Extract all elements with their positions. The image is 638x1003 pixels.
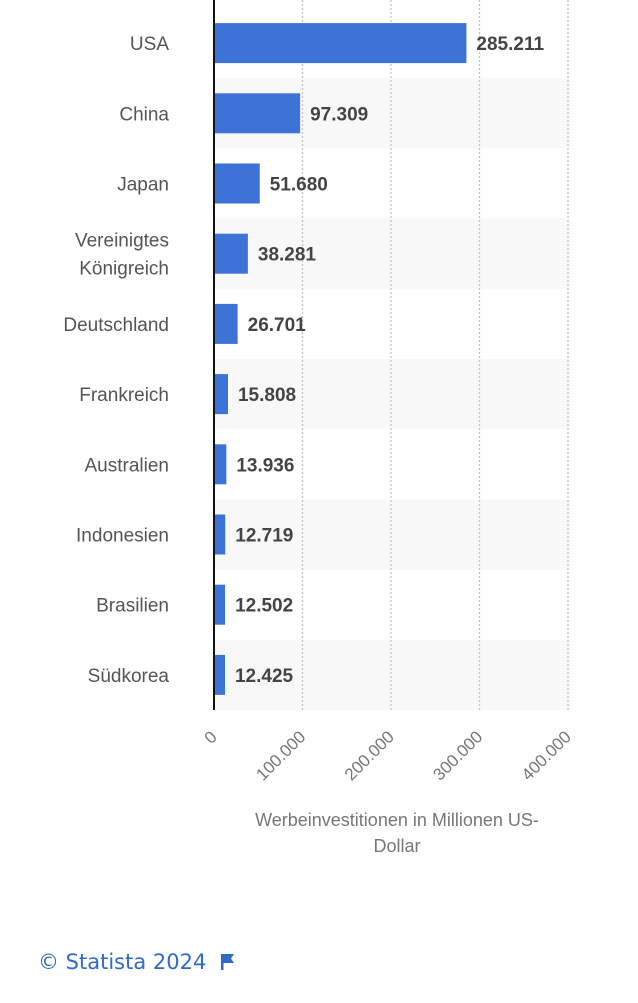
category-label: China: [119, 104, 169, 125]
data-label: 15.808: [238, 385, 296, 406]
bar: [214, 584, 226, 625]
data-label: 26.701: [248, 315, 307, 336]
bar: [214, 163, 260, 204]
category-label: Japan: [117, 175, 169, 196]
category-label: Frankreich: [79, 385, 169, 406]
row-band: [214, 359, 570, 430]
x-axis-title-line2: Dollar: [373, 836, 420, 856]
row-band: [214, 218, 570, 289]
x-tick-label: 0: [201, 727, 221, 747]
bar: [214, 233, 248, 274]
bar: [214, 23, 467, 64]
x-tick-label: 300.000: [429, 727, 486, 784]
category-label: Königreich: [79, 259, 169, 280]
bar: [214, 93, 301, 134]
data-label: 12.502: [235, 596, 293, 617]
x-tick-label: 400.000: [518, 727, 575, 784]
x-axis-title-line1: Werbeinvestitionen in Millionen US-: [255, 810, 539, 830]
data-label: 13.936: [236, 455, 294, 476]
row-band: [214, 499, 570, 570]
category-label: Südkorea: [88, 666, 170, 687]
bar: [214, 444, 227, 485]
category-label: Indonesien: [76, 526, 169, 547]
row-band: [214, 639, 570, 710]
data-label: 285.211: [476, 34, 544, 55]
copyright-link[interactable]: © Statista 2024: [38, 950, 207, 974]
data-label: 12.719: [235, 526, 293, 547]
bar: [214, 303, 238, 344]
category-label: Deutschland: [63, 315, 169, 336]
data-label: 12.425: [235, 666, 294, 687]
x-tick-label: 100.000: [252, 727, 309, 784]
category-label: USA: [130, 34, 169, 55]
data-label: 38.281: [258, 245, 317, 266]
bar: [214, 654, 225, 695]
flag-icon[interactable]: [220, 953, 236, 971]
bar-chart: 285.211 USA 97.309 China 51.680 Japan 38.281 Ve…: [63, 0, 575, 856]
footer: © Statista 2024: [38, 950, 236, 974]
data-label: 97.309: [310, 104, 368, 125]
data-label: 51.680: [270, 175, 328, 196]
bar: [214, 374, 228, 415]
bar: [214, 514, 226, 555]
category-label: Vereinigtes: [75, 231, 169, 252]
category-label: Brasilien: [96, 596, 169, 617]
x-tick-label: 200.000: [341, 727, 398, 784]
category-label: Australien: [85, 455, 170, 476]
